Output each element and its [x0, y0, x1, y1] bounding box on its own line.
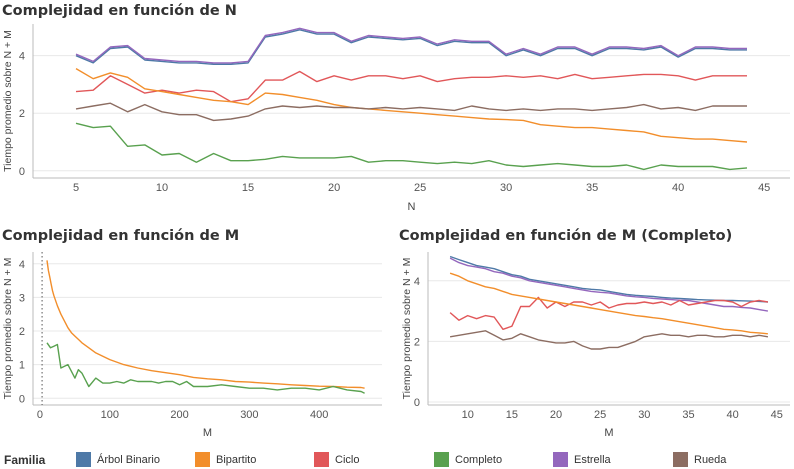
chart3-y-tick-label: 0 [414, 397, 420, 409]
chart3-x-tick-label: 45 [771, 409, 783, 421]
chart3-series-ciclo [449, 296, 769, 330]
chart3-x-tick-label: 35 [682, 409, 694, 421]
chart1-series-estrella [75, 27, 747, 64]
chart2-x-tick-label: 400 [310, 409, 328, 421]
chart3-x-tick-label: 25 [594, 409, 606, 421]
chart3-series-estrella [449, 257, 769, 312]
chart3-series-rueda [449, 330, 769, 350]
chart2-y-tick-label: 2 [19, 326, 25, 338]
chart1-x-tick-label: 5 [73, 182, 79, 194]
chart3-x-tick-label: 30 [638, 409, 650, 421]
chart3-x-tick-label: 20 [550, 409, 562, 421]
chart3-title: Complejidad en función de M (Completo) [399, 228, 733, 244]
chart1-x-tick-label: 45 [758, 182, 770, 194]
legend-swatch [673, 452, 688, 467]
chart3-x-tick-label: 15 [506, 409, 518, 421]
legend-item-completo[interactable]: Completo [434, 452, 502, 467]
legend-item-arbol-binario[interactable]: Árbol Binario [76, 452, 160, 467]
chart2-x-tick-label: 100 [101, 409, 119, 421]
chart2-x-tick-label: 300 [240, 409, 258, 421]
chart2-series-completo [46, 342, 365, 394]
chart2-y-tick-label: 0 [19, 393, 25, 405]
chart1-x-tick-label: 35 [586, 182, 598, 194]
chart1-y-axis-title: Tiempo promedio sobre N + M [2, 30, 14, 172]
chart1-y-tick-label: 2 [19, 108, 25, 120]
chart2-x-tick-label: 200 [170, 409, 188, 421]
chart1-series-bipartito [75, 67, 748, 143]
chart2-x-axis-title: M [203, 427, 212, 439]
chart3-y-tick-label: 2 [414, 336, 420, 348]
chart2-series-bipartito [46, 260, 365, 389]
chart1-x-axis-title: N [408, 201, 416, 213]
chart2-y-axis-title: Tiempo promedio sobre N + M [2, 258, 14, 400]
legend-item-estrella[interactable]: Estrella [553, 452, 611, 467]
legend-label: Árbol Binario [97, 453, 160, 466]
legend-swatch [553, 452, 568, 467]
chart3-series-bipartito [449, 272, 768, 335]
chart3-x-tick-label: 40 [726, 409, 738, 421]
chart2-x-tick-label: 0 [37, 409, 43, 421]
legend-item-rueda[interactable]: Rueda [673, 452, 726, 467]
chart3-y-axis-title: Tiempo promedio sobre N + M [401, 258, 413, 400]
chart3-x-axis-title: M [604, 427, 613, 439]
legend-swatch [76, 452, 91, 467]
chart1-series-ciclo [75, 70, 747, 103]
chart1-y-tick-label: 0 [19, 166, 25, 178]
chart1-series-arbol-binario [75, 29, 747, 66]
chart1-x-tick-label: 15 [242, 182, 254, 194]
chart1-x-tick-label: 20 [328, 182, 340, 194]
chart2-y-tick-label: 1 [19, 360, 25, 372]
chart3-series-arbol-binario [449, 255, 768, 303]
chart3-x-tick-label: 10 [462, 409, 474, 421]
legend-item-bipartito[interactable]: Bipartito [195, 452, 256, 467]
chart2-y-tick-label: 3 [19, 292, 25, 304]
chart1-x-tick-label: 10 [156, 182, 168, 194]
legend-label: Bipartito [216, 453, 257, 466]
chart1-series-rueda [75, 102, 747, 122]
chart1-title: Complejidad en función de N [2, 3, 237, 19]
legend-label: Estrella [574, 453, 611, 466]
chart2-title: Complejidad en función de M [2, 228, 240, 244]
chart3-y-tick-label: 4 [414, 276, 420, 288]
legend-swatch [314, 452, 329, 467]
chart2-y-tick-label: 4 [19, 259, 25, 271]
legend-swatch [434, 452, 449, 467]
legend: Familia Árbol Binario Bipartito Ciclo Co… [0, 448, 794, 469]
legend-label: Ciclo [335, 453, 360, 466]
legend-label: Completo [455, 453, 503, 466]
chart1-x-tick-label: 40 [672, 182, 684, 194]
legend-item-ciclo[interactable]: Ciclo [314, 452, 359, 467]
chart1-x-tick-label: 25 [414, 182, 426, 194]
legend-label: Rueda [694, 453, 727, 466]
chart1-series-completo [75, 122, 748, 171]
chart1-x-tick-label: 30 [500, 182, 512, 194]
chart1-y-tick-label: 4 [19, 51, 25, 63]
legend-title: Familia [4, 453, 46, 467]
legend-swatch [195, 452, 210, 467]
